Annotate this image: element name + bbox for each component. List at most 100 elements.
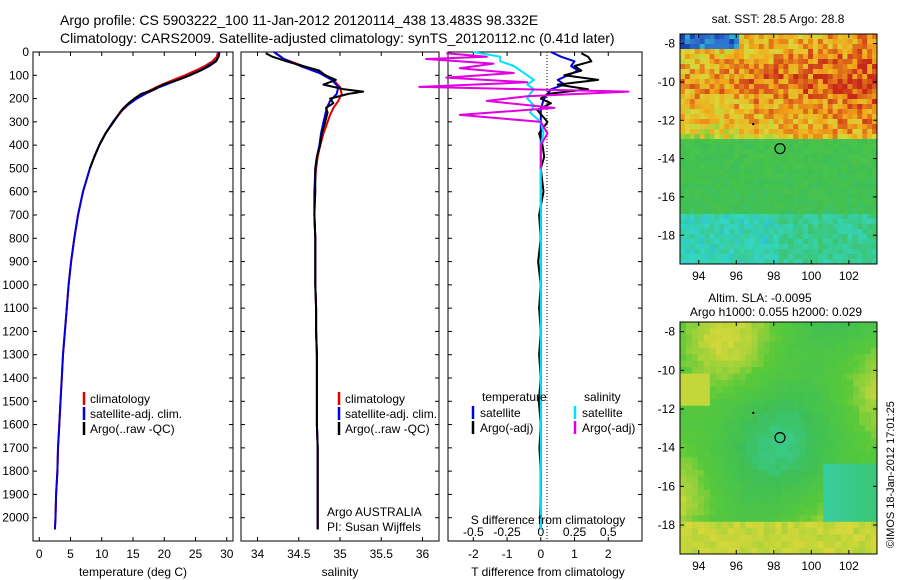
map-cell	[788, 204, 794, 210]
map-cell	[768, 124, 775, 130]
map-cell	[841, 541, 848, 549]
map-cell	[811, 438, 818, 445]
map-cell	[709, 64, 715, 70]
map-cell	[727, 463, 735, 471]
map-cell	[680, 159, 686, 165]
map-cell	[805, 515, 812, 523]
map-cell	[739, 49, 745, 55]
map-cell	[822, 224, 829, 230]
map-cell	[763, 547, 771, 555]
map-cell	[699, 209, 706, 215]
map-cell	[853, 541, 860, 549]
map-cell	[721, 521, 729, 529]
map-cell	[832, 144, 839, 150]
map-cell	[829, 425, 836, 433]
map-cell	[680, 84, 686, 90]
map-cell	[803, 114, 809, 120]
map-cell	[757, 386, 765, 394]
map-cell	[842, 119, 848, 125]
map-cell	[832, 104, 839, 110]
map-cell	[745, 380, 753, 387]
map-cell	[832, 74, 839, 80]
map-cell	[744, 84, 750, 90]
map-cell	[739, 444, 747, 452]
map-cell	[778, 49, 784, 55]
map-cell	[793, 94, 799, 100]
map-cell	[812, 144, 819, 150]
map-cell	[757, 405, 765, 413]
map-cell	[680, 104, 686, 110]
map-cell	[753, 229, 760, 235]
map-cell	[680, 214, 686, 220]
map-cell	[788, 154, 794, 160]
map-cell	[739, 347, 747, 355]
map-cell	[781, 502, 788, 510]
map-cell	[822, 114, 829, 120]
map-cell	[724, 204, 730, 210]
map-cell	[867, 184, 873, 190]
map-cell	[822, 229, 829, 235]
map-cell	[823, 502, 830, 510]
map-cell	[847, 34, 853, 40]
map-cell	[684, 174, 691, 180]
map-cell	[872, 109, 878, 115]
map-cell	[719, 259, 725, 265]
map-cell	[763, 259, 770, 265]
map-cell	[748, 249, 755, 255]
map-cell	[775, 444, 782, 452]
map-cell	[721, 425, 729, 433]
lat-tick-label: -12	[658, 113, 676, 127]
map-cell	[733, 322, 741, 329]
map-cell	[684, 119, 691, 125]
map-cell	[808, 229, 814, 235]
map-cell	[812, 74, 819, 80]
map-cell	[865, 463, 872, 471]
map-cell	[769, 360, 777, 368]
map-cell	[744, 99, 750, 105]
map-cell	[778, 144, 784, 150]
map-cell	[689, 154, 696, 160]
map-cell	[763, 49, 770, 55]
map-cell	[847, 515, 854, 523]
map-cell	[832, 69, 839, 75]
map-cell	[859, 431, 866, 439]
map-cell	[757, 483, 765, 491]
map-cell	[703, 534, 711, 542]
map-cell	[689, 179, 696, 185]
map-cell	[724, 219, 730, 225]
map-cell	[808, 139, 814, 145]
map-cell	[751, 373, 759, 381]
map-cell	[699, 164, 706, 170]
map-cell	[781, 508, 788, 516]
map-cell	[715, 547, 723, 555]
map-cell	[859, 386, 866, 394]
map-cell	[811, 444, 818, 452]
map-cell	[727, 515, 735, 523]
map-cell	[685, 463, 693, 471]
map-cell	[724, 254, 730, 260]
map-cell	[829, 457, 836, 465]
map-cell	[832, 44, 839, 50]
map-cell	[788, 149, 794, 155]
map-cell	[680, 457, 687, 465]
map-cell	[788, 89, 794, 95]
map-cell	[751, 360, 759, 368]
map-cell	[689, 189, 696, 195]
map-cell	[788, 39, 794, 45]
map-cell	[719, 84, 725, 90]
map-cell	[709, 386, 717, 394]
map-cell	[872, 259, 878, 265]
depth-tick-label: 600	[9, 185, 29, 199]
map-cell	[697, 476, 705, 484]
map-cell	[763, 219, 770, 225]
map-cell	[694, 99, 701, 105]
map-cell	[680, 322, 687, 329]
map-cell	[853, 463, 860, 471]
map-cell	[703, 463, 711, 471]
map-cell	[727, 521, 735, 529]
map-cell	[729, 54, 735, 60]
map-cell	[709, 528, 717, 536]
map-cell	[697, 386, 705, 394]
map-cell	[835, 341, 842, 349]
map-cell	[744, 219, 750, 225]
